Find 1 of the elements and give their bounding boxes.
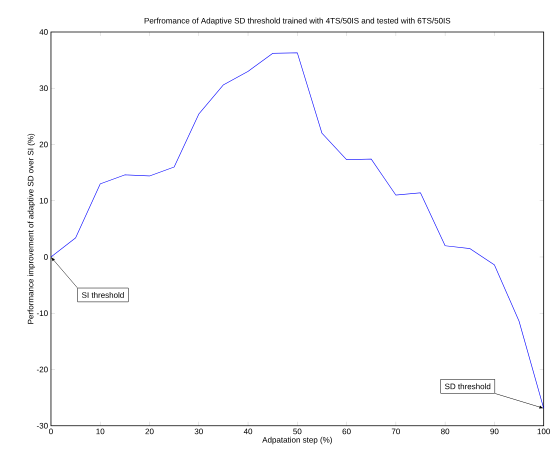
line-series [50, 52, 544, 409]
